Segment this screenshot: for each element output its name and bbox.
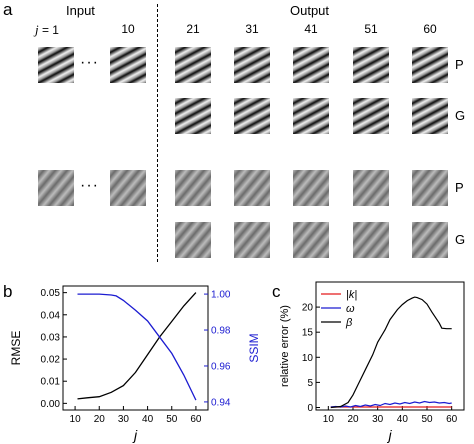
input-image-strong-j10 [110,47,146,83]
panel-c-letter: c [272,282,281,301]
left-tick-label-0.00: 0.00 [41,399,61,410]
x-tick-label-30: 30 [372,414,384,425]
output-image-p-faint-60 [412,170,448,206]
x-axis-label: j [132,427,138,443]
legend-label-2: β [345,317,353,329]
left-tick-label-0.03: 0.03 [41,332,61,343]
x-tick-label-60: 60 [446,414,458,425]
input-col-label-10: 10 [121,22,135,36]
x-tick-label-50: 50 [421,414,433,425]
plot-frame [315,281,465,411]
legend-label-0: |k| [346,289,357,301]
x-tick-label-10: 10 [70,414,82,425]
output-col-label-31: 31 [245,22,259,36]
output-image-g-strong-51 [353,98,389,134]
line-series-1 [330,400,452,408]
y-axis-label-left: RMSE [9,331,23,366]
x-axis-label: j [386,427,392,443]
output-image-p-faint-51 [353,170,389,206]
chart-panel-c: 10 20 30 40 50 60 0 5 10 15 20 |k| ωβ relative error … [279,281,465,443]
output-col-label-41: 41 [304,22,318,36]
left-tick-label-0.01: 0.01 [41,377,61,388]
input-image-faint-j10 [110,170,146,206]
line-series-2 [330,296,452,409]
x-tick-label-50: 50 [166,414,178,425]
output-image-g-faint-60 [412,222,448,258]
x-tick-label-40: 40 [142,414,154,425]
input-image-faint-j1 [38,170,74,206]
right-tick-label-0.94: 0.94 [211,397,231,408]
x-tick-label-20: 20 [94,414,106,425]
output-image-p-faint-41 [293,170,329,206]
input-output-divider [157,4,158,262]
x-tick-label-40: 40 [397,414,409,425]
output-image-p-strong-31 [234,47,270,83]
panel-b-letter: b [3,282,13,301]
output-header: Output [290,3,330,18]
output-image-g-strong-41 [293,98,329,134]
input-image-strong-j1 [38,47,74,83]
x-tick-label-60: 60 [190,414,202,425]
output-image-p-faint-21 [175,170,211,206]
output-image-p-faint-31 [234,170,270,206]
output-image-p-strong-51 [353,47,389,83]
output-image-g-faint-21 [175,222,211,258]
y-axis-label: relative error (%) [279,305,291,387]
output-col-label-60: 60 [423,22,437,36]
chart-panel-b: 10 20 30 40 50 60 0.00 0.01 0.02 0.03 0.04 0.05 0.94… [9,285,261,443]
row-label-p-1: P [455,57,464,72]
legend-label-1: ω [346,303,355,315]
output-image-p-strong-21 [175,47,211,83]
input-ellipsis-1: ··· [80,54,99,71]
output-image-p-strong-60 [412,47,448,83]
row-label-g-2: G [455,232,466,247]
output-col-label-21: 21 [186,22,200,36]
output-image-p-strong-41 [293,47,329,83]
row-label-g-1: G [455,108,466,123]
output-image-g-faint-51 [353,222,389,258]
left-tick-label-0.04: 0.04 [41,310,61,321]
right-tick-label-1.00: 1.00 [211,290,231,301]
output-image-g-faint-31 [234,222,270,258]
left-tick-label-0.02: 0.02 [41,355,61,366]
y-tick-label-15: 15 [302,328,314,339]
line-ssim [77,293,197,401]
plot-frame [62,285,209,411]
right-tick-label-0.96: 0.96 [211,361,231,372]
input-header: Input [66,3,95,18]
y-axis-label-right: SSIM [247,333,261,362]
x-tick-label-20: 20 [347,414,359,425]
y-tick-label-20: 20 [302,303,314,314]
output-image-g-strong-31 [234,98,270,134]
input-ellipsis-2: ··· [80,177,99,194]
x-tick-label-10: 10 [323,414,335,425]
line-rmse [77,292,197,400]
input-col-label-1: j = 1 [35,22,59,37]
panel-a-letter: a [3,0,13,19]
row-label-p-2: P [455,180,464,195]
y-tick-label-0: 0 [307,403,313,414]
y-tick-label-5: 5 [307,378,313,389]
right-tick-label-0.98: 0.98 [211,326,231,337]
x-tick-label-30: 30 [118,414,130,425]
output-image-g-strong-21 [175,98,211,134]
output-image-g-faint-41 [293,222,329,258]
y-tick-label-10: 10 [302,353,314,364]
output-image-g-strong-60 [412,98,448,134]
output-col-label-51: 51 [364,22,378,36]
left-tick-label-0.05: 0.05 [41,288,61,299]
